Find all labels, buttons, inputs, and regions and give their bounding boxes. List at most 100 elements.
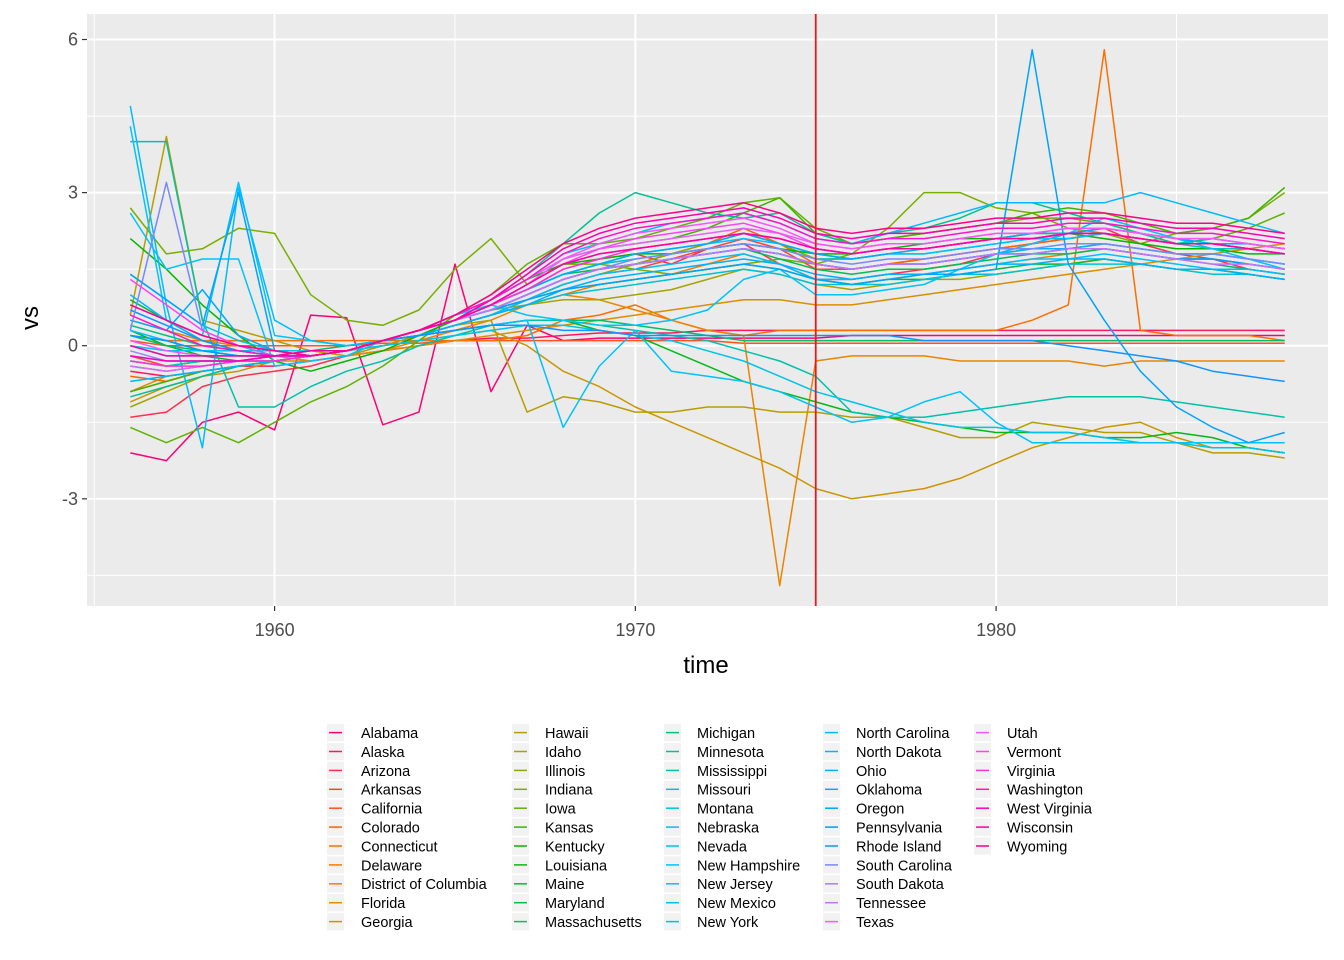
legend-item: Texas	[823, 913, 894, 931]
legend-item: Pennsylvania	[823, 818, 943, 837]
legend-item: Wisconsin	[974, 818, 1073, 837]
y-axis: -3 0 3 6	[62, 30, 87, 509]
x-axis-title: time	[683, 652, 728, 679]
legend-item: Georgia	[327, 913, 414, 931]
y-axis-title: vs	[17, 306, 44, 330]
legend-item: New Mexico	[664, 894, 776, 912]
legend-label: Tennessee	[856, 896, 926, 912]
legend-label: Illinois	[545, 764, 585, 780]
legend-label: Wisconsin	[1007, 821, 1073, 837]
legend-label: South Dakota	[856, 877, 945, 893]
legend-item: Nevada	[664, 837, 748, 855]
legend-label: Texas	[856, 915, 894, 931]
legend-label: Kentucky	[545, 839, 605, 855]
legend-item: Tennessee	[823, 894, 926, 912]
legend-item: Delaware	[327, 856, 422, 874]
legend-item: Alaska	[327, 742, 405, 761]
legend-label: Pennsylvania	[856, 821, 943, 837]
legend-item: Minnesota	[664, 742, 765, 761]
legend-label: Maryland	[545, 896, 605, 912]
legend-item: New Hampshire	[664, 856, 800, 874]
legend-label: Montana	[697, 802, 754, 818]
y-tick-label: 6	[68, 30, 78, 50]
legend-label: Ohio	[856, 764, 887, 780]
legend-label: Indiana	[545, 783, 594, 799]
series-line-alabama	[130, 263, 1285, 462]
legend-item: Massachusetts	[512, 913, 642, 931]
legend-label: Idaho	[545, 745, 581, 761]
legend-item: Vermont	[974, 742, 1061, 761]
legend-label: Connecticut	[361, 839, 438, 855]
legend-label: New Hampshire	[697, 858, 800, 874]
legend-item: Utah	[974, 724, 1038, 742]
legend-label: Wyoming	[1007, 839, 1067, 855]
legend-label: Oklahoma	[856, 783, 923, 799]
legend-label: Nebraska	[697, 821, 760, 837]
legend-item: Wyoming	[974, 837, 1067, 855]
legend-label: Arizona	[361, 764, 411, 780]
legend-item: Idaho	[512, 742, 581, 761]
legend-label: Arkansas	[361, 783, 421, 799]
legend-item: Kansas	[512, 818, 593, 837]
legend-label: Virginia	[1007, 764, 1056, 780]
legend-label: South Carolina	[856, 858, 953, 874]
legend-item: Michigan	[664, 724, 755, 742]
series-line-wisconsin	[130, 232, 1285, 357]
legend-label: Colorado	[361, 821, 420, 837]
legend-item: Mississippi	[664, 761, 767, 780]
legend-item: Kentucky	[512, 837, 605, 855]
legend-label: Washington	[1007, 783, 1083, 799]
legend-label: North Carolina	[856, 726, 950, 742]
legend-label: Delaware	[361, 858, 422, 874]
legend-item: New York	[664, 913, 759, 931]
legend-item: Arkansas	[327, 780, 421, 799]
legend-label: Minnesota	[697, 745, 765, 761]
legend-label: Iowa	[545, 802, 577, 818]
legend: Alabama Alaska Arizona Arkansas California Co…	[327, 724, 1093, 931]
legend-item: Rhode Island	[823, 837, 941, 855]
legend-label: Louisiana	[545, 858, 608, 874]
legend-item: Colorado	[327, 818, 420, 837]
legend-item: South Carolina	[823, 856, 953, 874]
series-lines	[129, 48, 1286, 587]
legend-label: California	[361, 802, 423, 818]
legend-label: New Mexico	[697, 896, 776, 912]
legend-label: Alabama	[361, 726, 419, 742]
legend-item: Nebraska	[664, 818, 760, 837]
legend-item: West Virginia	[974, 799, 1093, 818]
y-tick-label: -3	[62, 489, 78, 509]
legend-label: North Dakota	[856, 745, 942, 761]
legend-item: Missouri	[664, 780, 751, 799]
legend-label: Nevada	[697, 839, 748, 855]
legend-label: New Jersey	[697, 877, 773, 893]
x-tick-label: 1960	[255, 620, 295, 640]
legend-item: California	[327, 799, 423, 818]
legend-label: Kansas	[545, 821, 593, 837]
legend-item: Indiana	[512, 780, 594, 799]
legend-item: Alabama	[327, 724, 419, 742]
series-line-mississippi	[130, 140, 1285, 418]
y-tick-label: 3	[68, 183, 78, 203]
legend-item: Iowa	[512, 799, 577, 818]
legend-label: New York	[697, 915, 759, 931]
legend-item: Ohio	[823, 761, 887, 780]
legend-item: Arizona	[327, 761, 411, 780]
legend-label: Oregon	[856, 802, 904, 818]
legend-item: South Dakota	[823, 875, 945, 893]
legend-item: Maine	[512, 875, 585, 893]
series-line-wyoming	[130, 202, 1285, 357]
legend-label: Michigan	[697, 726, 755, 742]
legend-item: Virginia	[974, 761, 1056, 780]
legend-item: District of Columbia	[327, 875, 488, 893]
legend-label: Florida	[361, 896, 406, 912]
legend-label: West Virginia	[1007, 802, 1093, 818]
legend-label: Maine	[545, 877, 585, 893]
legend-label: Missouri	[697, 783, 751, 799]
legend-item: North Carolina	[823, 724, 950, 742]
legend-item: New Jersey	[664, 875, 773, 893]
legend-label: Rhode Island	[856, 839, 941, 855]
y-tick-label: 0	[68, 336, 78, 356]
legend-label: Hawaii	[545, 726, 589, 742]
legend-item: Maryland	[512, 894, 605, 912]
